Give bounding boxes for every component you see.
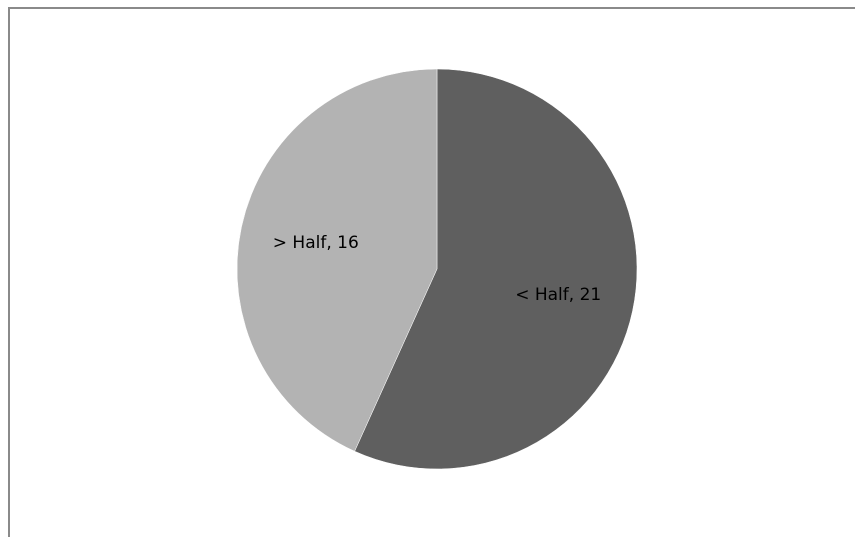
pie-slice-1 — [354, 68, 638, 470]
pie-slice-label-1: < Half, 21 — [515, 285, 601, 305]
pie-labels: < Half, 21 > Half, 16 — [273, 233, 601, 305]
pie-slice-label-2: > Half, 16 — [273, 233, 359, 253]
pie-slices — [236, 68, 638, 470]
pie-slice-2 — [236, 68, 438, 452]
